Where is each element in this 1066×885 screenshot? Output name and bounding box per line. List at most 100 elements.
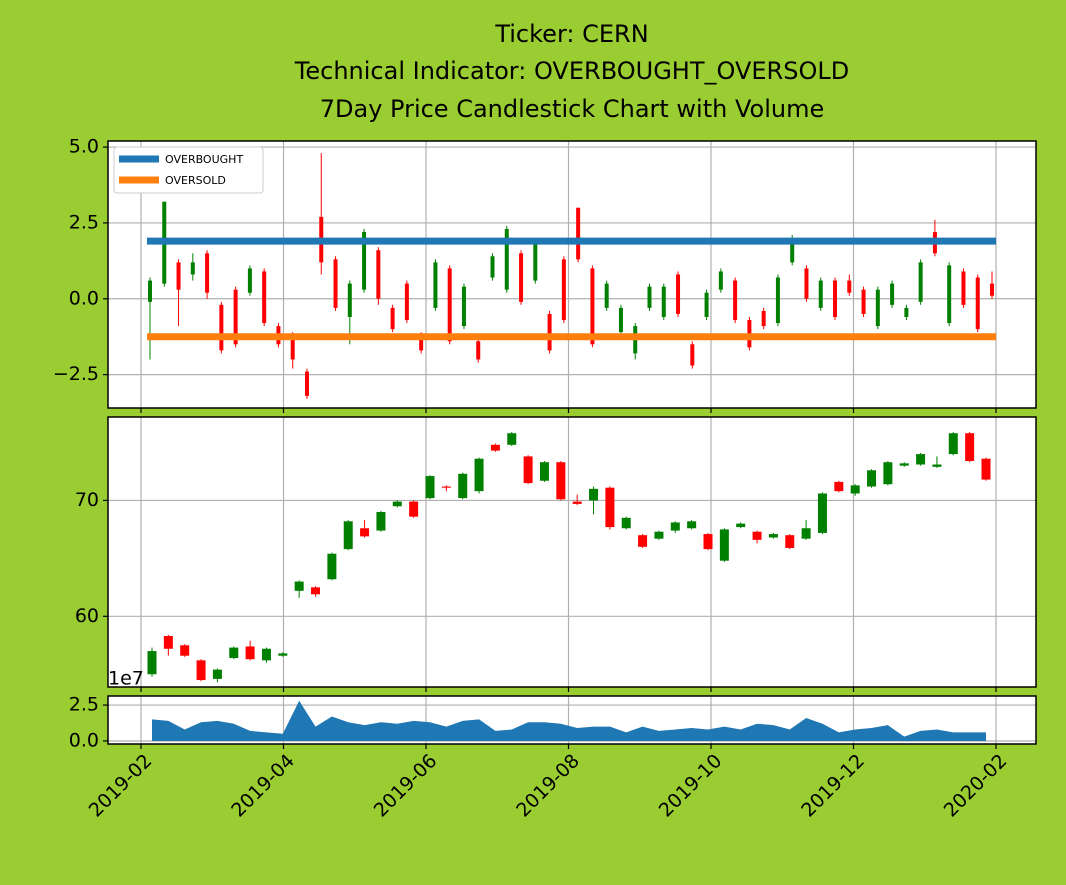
candle-body (818, 280, 823, 308)
legend-label: OVERBOUGHT (165, 153, 243, 166)
y-tick-label: 60 (75, 605, 99, 627)
candle-body (290, 335, 295, 360)
candle-body (932, 464, 942, 467)
x-tick-label: 2019-12 (797, 750, 869, 822)
x-tick-label: 2019-02 (85, 750, 157, 822)
candle-body (362, 232, 367, 290)
panel-frame (107, 416, 1037, 688)
candle-body (847, 280, 852, 293)
candle-body (604, 283, 609, 308)
candle-body (718, 271, 723, 290)
candle-body (605, 487, 615, 528)
candle-body (180, 645, 190, 656)
candle-body (975, 277, 980, 330)
candle-body (262, 271, 267, 324)
candle-body (205, 253, 210, 293)
candle-body (476, 341, 481, 360)
candle-body (343, 521, 353, 550)
candle-body (163, 636, 173, 649)
candle-body (390, 307, 395, 330)
candle-body (176, 262, 181, 290)
candle-body (433, 262, 438, 308)
x-tick-label: 2019-04 (227, 750, 299, 822)
legend-label: OVERSOLD (165, 174, 226, 187)
y-tick-label: 0.0 (69, 729, 99, 751)
candle-body (638, 535, 648, 547)
x-tick-label: 2019-10 (655, 750, 727, 822)
candle-body (834, 481, 844, 492)
candle-body (556, 462, 566, 500)
y-tick-label: 0.0 (69, 287, 99, 309)
candle-body (458, 473, 468, 499)
x-tick-label: 2020-02 (940, 750, 1012, 822)
candle-body (507, 433, 517, 445)
candle-body (278, 653, 288, 656)
candle-body (523, 456, 533, 484)
candle-body (918, 262, 923, 302)
candle-body (474, 458, 484, 492)
candle-body (504, 228, 509, 290)
candle-body (148, 280, 152, 302)
candle-body (661, 286, 666, 317)
candle-body (425, 476, 435, 499)
candle-body (704, 292, 709, 317)
candle-body (392, 501, 402, 507)
candle-body (690, 344, 695, 366)
candle-body (147, 651, 157, 675)
candle-body (219, 304, 224, 351)
candle-body (539, 462, 549, 481)
candle-body (785, 535, 795, 548)
candle-body (311, 587, 321, 595)
panel-frame (107, 140, 1037, 409)
candle-body (752, 531, 762, 540)
candle-body (233, 289, 238, 345)
candle-body (981, 458, 991, 480)
candle-body (804, 268, 809, 299)
candle-body (647, 286, 652, 308)
y-tick-label: 2.5 (69, 694, 99, 716)
chart-title: Technical Indicator: OVERBOUGHT_OVERSOLD (294, 57, 849, 85)
candle-body (461, 286, 466, 327)
panel-frame (107, 695, 1037, 745)
candle-body (890, 283, 895, 305)
candle-body (801, 528, 811, 539)
candle-body (904, 307, 909, 317)
candle-body (376, 512, 386, 531)
candle-body (947, 265, 952, 324)
candle-body (590, 268, 595, 345)
x-tick-label: 2019-08 (512, 750, 584, 822)
offset-label: 1e7 (108, 668, 144, 690)
candle-body (229, 647, 239, 659)
candle-body (719, 529, 729, 561)
candle-body (547, 313, 552, 351)
candle-body (883, 462, 893, 485)
candle-body (670, 522, 680, 531)
candle-body (376, 250, 381, 299)
candle-body (519, 253, 524, 302)
candle-body (561, 259, 566, 321)
y-tick-label: 70 (75, 489, 99, 511)
candle-body (245, 646, 255, 660)
candle-body (409, 501, 419, 517)
candle-body (247, 268, 252, 293)
candle-body (654, 531, 664, 539)
candle-body (441, 486, 451, 488)
candle-body (212, 669, 222, 679)
candle-body (360, 528, 370, 537)
candle-body (404, 283, 409, 321)
candle-body (916, 454, 926, 465)
candle-body (347, 283, 352, 317)
volume-area (152, 700, 986, 741)
candle-body (490, 256, 495, 278)
candle-body (419, 335, 424, 351)
candle-body (768, 534, 778, 538)
y-tick-label: 2.5 (69, 211, 99, 233)
candle-body (733, 280, 738, 321)
candle-body (703, 534, 713, 550)
candle-body (589, 488, 599, 501)
candle-body (965, 433, 975, 462)
candle-body (850, 485, 860, 494)
chart-title: 7Day Price Candlestick Chart with Volume (320, 95, 825, 123)
candle-body (490, 444, 500, 451)
candle-body (327, 553, 337, 580)
